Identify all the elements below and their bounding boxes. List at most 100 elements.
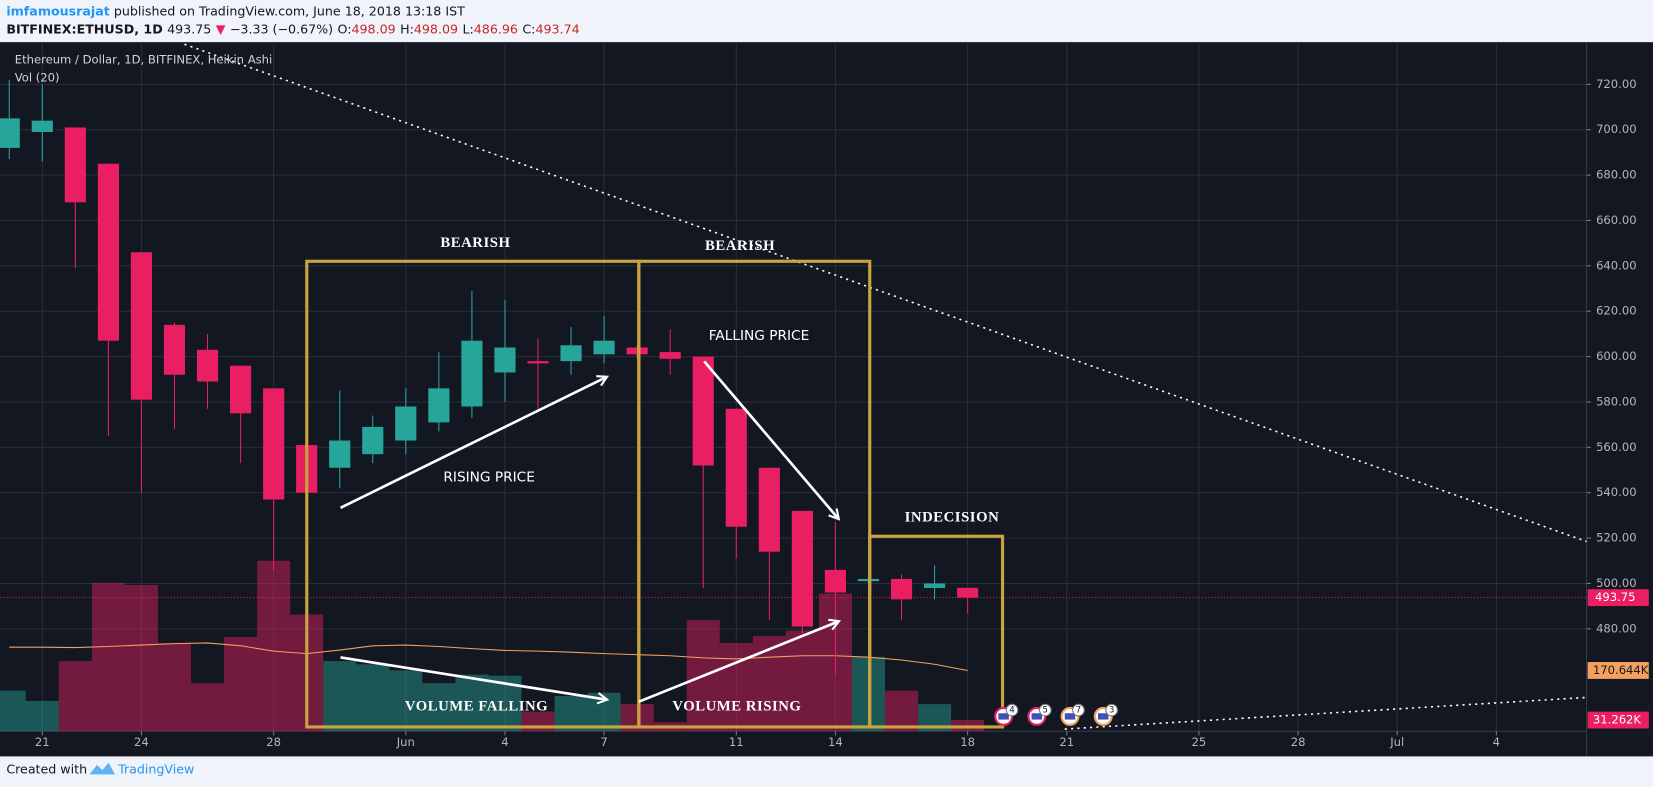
arrow xyxy=(703,360,838,518)
volume-bar xyxy=(58,661,92,732)
candle-body xyxy=(196,349,219,382)
trend-line xyxy=(184,43,1587,543)
x-tick-label: 14 xyxy=(828,735,843,749)
annotation: RISING PRICE xyxy=(443,469,535,485)
zone-box xyxy=(868,534,1005,729)
volume-bar xyxy=(422,683,456,732)
zone-box xyxy=(637,259,872,729)
l-label: L: xyxy=(462,21,473,36)
event-flag xyxy=(1064,713,1076,720)
annotation: BEARISH xyxy=(705,238,775,254)
event-count: 7 xyxy=(1076,705,1081,715)
candle-body xyxy=(64,127,86,203)
candle-body xyxy=(163,324,186,375)
annotation: BEARISH xyxy=(440,235,510,251)
c-label: C: xyxy=(522,21,535,36)
x-tick-label: 25 xyxy=(1192,735,1207,749)
candle-body xyxy=(791,510,813,627)
candle-body xyxy=(626,347,648,355)
price: 493.75 xyxy=(167,21,211,36)
volume-bar xyxy=(257,560,291,732)
volume-ma-line xyxy=(9,642,968,671)
candle-body xyxy=(923,583,946,589)
header-bg xyxy=(0,0,1653,43)
x-tick-label: 18 xyxy=(960,735,975,749)
event-flag xyxy=(1031,713,1043,720)
volume-bar xyxy=(224,636,258,732)
h-value: 498.09 xyxy=(414,21,458,36)
candle-body xyxy=(957,587,979,598)
y-tick-label: 540.00 xyxy=(1596,485,1637,499)
volume-bar xyxy=(191,683,225,732)
x-tick-label: 28 xyxy=(1291,735,1306,749)
volume-bar xyxy=(785,630,819,732)
y-tick-label: 600.00 xyxy=(1596,349,1637,363)
x-tick-label: 28 xyxy=(266,735,281,749)
volume-tag-label: 170.644K xyxy=(1593,663,1649,677)
volume-bar xyxy=(25,700,59,732)
x-tick-label: 24 xyxy=(134,735,149,749)
volume-bar xyxy=(124,584,158,732)
annotation: VOLUME RISING xyxy=(672,698,801,714)
trend-line xyxy=(1064,696,1587,730)
y-tick-label: 560.00 xyxy=(1596,440,1637,454)
annotation: FALLING PRICE xyxy=(709,328,810,344)
o-value: 498.09 xyxy=(351,21,395,36)
volume-bar xyxy=(389,670,423,732)
candle-body xyxy=(395,406,417,441)
annotation: INDECISION xyxy=(905,510,1000,526)
x-tick-label: 11 xyxy=(729,735,744,749)
event-flag xyxy=(1097,713,1109,720)
author[interactable]: imfamousrajat xyxy=(6,3,110,18)
candle-body xyxy=(725,408,747,527)
candle-body xyxy=(527,361,549,364)
l-value: 486.96 xyxy=(474,21,518,36)
footer-brand[interactable]: TradingView xyxy=(117,762,194,777)
candle-body xyxy=(659,352,681,359)
event-count: 5 xyxy=(1043,705,1048,715)
published: published on TradingView.com, June 18, 2… xyxy=(114,3,465,18)
h-label: H: xyxy=(400,21,414,36)
header-line-1: imfamousrajat published on TradingView.c… xyxy=(6,3,465,18)
volume-bar xyxy=(752,635,786,732)
event-count-bg xyxy=(1072,703,1085,717)
event-count: 4 xyxy=(1009,705,1014,715)
last-price-label: 493.75 xyxy=(1595,590,1636,604)
symbol: BITFINEX:ETHUSD, 1D xyxy=(6,21,162,36)
arrow xyxy=(339,377,607,509)
arrow xyxy=(638,622,838,703)
arrow xyxy=(340,656,607,699)
volume-bar xyxy=(356,664,390,732)
candle-body xyxy=(0,118,20,148)
y-tick-label: 660.00 xyxy=(1596,213,1637,227)
candle-body xyxy=(97,163,119,341)
legend-volume: Vol (20) xyxy=(15,70,60,84)
footer-created: Created with xyxy=(6,762,87,777)
volume-tag-label: 31.262K xyxy=(1593,713,1642,727)
brand-logo xyxy=(89,762,115,775)
header-line-2: BITFINEX:ETHUSD, 1D 493.75 ▼ −3.33 (−0.6… xyxy=(6,21,579,36)
y-tick-label: 700.00 xyxy=(1596,122,1637,136)
last-price-tag xyxy=(1587,589,1649,607)
event-count-bg xyxy=(1038,703,1052,717)
footer-bg xyxy=(0,756,1653,787)
candle-body xyxy=(890,578,913,600)
annotation: VOLUME FALLING xyxy=(405,698,548,714)
candle-body xyxy=(461,340,483,407)
candle-body xyxy=(428,388,450,423)
y-tick-label: 480.00 xyxy=(1596,621,1637,635)
legend-title: Ethereum / Dollar, 1D, BITFINEX, Heikin … xyxy=(15,53,272,67)
y-tick-label: 680.00 xyxy=(1596,168,1637,182)
candle-body xyxy=(130,252,153,400)
y-tick-label: 640.00 xyxy=(1596,258,1637,272)
candle-body xyxy=(31,120,53,132)
volume-bar xyxy=(719,642,753,732)
candle-body xyxy=(362,426,384,455)
change: −3.33 (−0.67%) xyxy=(230,21,333,36)
volume-tag xyxy=(1587,662,1649,679)
candle-body xyxy=(692,356,714,466)
volume-bar xyxy=(323,661,357,732)
volume-bar xyxy=(0,690,26,732)
x-tick-label: 4 xyxy=(501,735,508,749)
